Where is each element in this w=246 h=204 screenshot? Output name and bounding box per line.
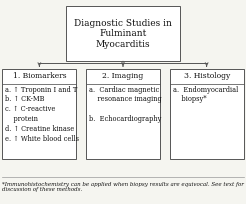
FancyBboxPatch shape: [2, 69, 76, 159]
Text: 2. Imaging: 2. Imaging: [102, 72, 144, 81]
Text: a. ↑ Troponin I and T
b. ↑ CK-MB
c. ↑ C-reactive
    protein
d. ↑ Creatine kinas: a. ↑ Troponin I and T b. ↑ CK-MB c. ↑ C-…: [5, 86, 79, 143]
FancyBboxPatch shape: [66, 6, 180, 61]
Text: *Immunohistochemistry can be applied when biopsy results are equivocal. See text: *Immunohistochemistry can be applied whe…: [2, 182, 244, 192]
FancyBboxPatch shape: [170, 69, 244, 159]
Text: a.  Endomyocardial
    biopsy*: a. Endomyocardial biopsy*: [173, 86, 238, 103]
Text: Diagnostic Studies in
Fulminant
Myocarditis: Diagnostic Studies in Fulminant Myocardi…: [74, 19, 172, 49]
Text: 3. Histology: 3. Histology: [184, 72, 230, 81]
FancyBboxPatch shape: [86, 69, 160, 159]
Text: a.  Cardiac magnetic
    resonance imaging

b.  Echocardiography: a. Cardiac magnetic resonance imaging b.…: [89, 86, 162, 123]
Text: 1. Biomarkers: 1. Biomarkers: [13, 72, 66, 81]
